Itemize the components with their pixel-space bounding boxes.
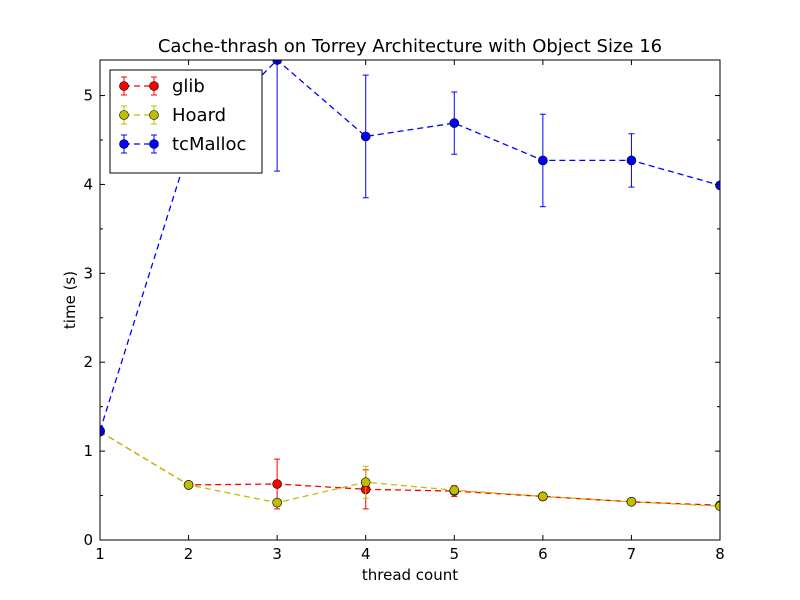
- legend-marker: [149, 110, 159, 120]
- x-tick-label: 3: [272, 545, 282, 563]
- data-point: [538, 155, 548, 166]
- y-tick-label: 4: [83, 175, 93, 193]
- data-point: [360, 477, 371, 488]
- y-tick-label: 0: [83, 531, 93, 549]
- x-tick-label: 4: [361, 545, 371, 563]
- legend-label: tcMalloc: [172, 134, 246, 155]
- chart-title: Cache-thrash on Torrey Architecture with…: [158, 36, 662, 57]
- data-point: [100, 425, 105, 436]
- legend-marker: [119, 110, 129, 120]
- legend-label: Hoard: [172, 105, 226, 126]
- y-axis-label: time (s): [61, 271, 79, 329]
- legend-entry-glib: glib: [119, 76, 205, 97]
- legend-marker: [119, 81, 129, 91]
- series-line: [100, 431, 720, 506]
- x-tick-label: 6: [538, 545, 548, 563]
- series-line: [100, 60, 720, 431]
- data-point: [449, 118, 460, 128]
- data-point: [183, 480, 194, 490]
- data-point: [449, 485, 460, 496]
- legend-marker: [149, 81, 159, 91]
- x-tick-label: 8: [715, 545, 725, 563]
- legend-label: glib: [172, 76, 205, 97]
- legend-entry-tcMalloc: tcMalloc: [119, 134, 246, 155]
- data-point: [626, 155, 637, 166]
- series-layer: [100, 60, 720, 512]
- legend-marker: [149, 139, 159, 149]
- legend-entry-Hoard: Hoard: [119, 105, 226, 126]
- data-point: [715, 501, 720, 512]
- legend-marker: [119, 139, 129, 149]
- y-tick-label: 1: [83, 442, 93, 460]
- x-tick-label: 5: [450, 545, 460, 563]
- x-tick-label: 2: [184, 545, 194, 563]
- x-tick-label: 7: [627, 545, 637, 563]
- data-point: [538, 491, 548, 502]
- y-tick-label: 3: [83, 264, 93, 282]
- y-tick-label: 5: [83, 87, 93, 105]
- y-tick-label: 2: [83, 353, 93, 371]
- series-tcMalloc: [100, 60, 720, 436]
- series-Hoard: [100, 426, 720, 512]
- x-axis-label: thread count: [362, 566, 458, 584]
- legend: glib Hoard tcMalloc: [109, 69, 263, 174]
- data-point: [626, 496, 637, 507]
- legend-box: [109, 69, 263, 174]
- data-point: [360, 131, 371, 142]
- plot-frame: [99, 59, 721, 541]
- series-line: [100, 431, 720, 507]
- data-point: [272, 497, 282, 508]
- data-point: [272, 479, 282, 489]
- x-tick-label: 1: [95, 545, 105, 563]
- data-point: [715, 180, 720, 191]
